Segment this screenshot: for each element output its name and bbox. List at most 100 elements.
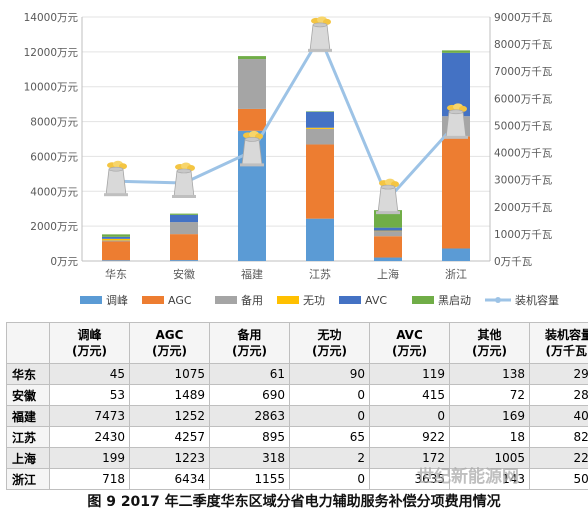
bar-备用 bbox=[238, 59, 266, 109]
left-tick-label: 2000万元 bbox=[30, 221, 78, 233]
plant-icons bbox=[104, 16, 468, 215]
table-cell: 2 bbox=[289, 447, 370, 469]
left-tick-label: 8000万元 bbox=[30, 117, 78, 129]
right-tick-label: 9000万千瓦 bbox=[494, 12, 553, 24]
table-row: 安徽5314896900415722877 bbox=[6, 384, 588, 406]
table-cell: 45 bbox=[49, 363, 130, 385]
bar-AGC bbox=[306, 144, 334, 219]
table-cell: 53 bbox=[49, 384, 130, 406]
table-cell: 1223 bbox=[129, 447, 210, 469]
legend-label: 黑启动 bbox=[438, 294, 471, 307]
legend-swatch bbox=[142, 296, 164, 304]
table-cell: 4257 bbox=[129, 426, 210, 448]
table-header-cell bbox=[6, 322, 50, 364]
cooling-tower-icon bbox=[240, 130, 264, 167]
table-header-cell: 调峰 (万元) bbox=[49, 322, 130, 364]
table-header-cell: 装机容量 (万千瓦) bbox=[529, 322, 588, 364]
bar-黑启动 bbox=[442, 50, 470, 53]
table-cell: 61 bbox=[209, 363, 290, 385]
table-cell: 0 bbox=[289, 384, 370, 406]
legend-label: 调峰 bbox=[106, 294, 128, 307]
bar-无功 bbox=[102, 238, 130, 241]
bar-黑启动 bbox=[374, 210, 402, 228]
table-cell: 138 bbox=[449, 363, 530, 385]
x-tick-label: 上海 bbox=[377, 267, 399, 281]
header-unit: (万元) bbox=[152, 344, 187, 358]
left-tick-label: 0万元 bbox=[50, 256, 78, 268]
bar-调峰 bbox=[442, 248, 470, 261]
table-cell: 690 bbox=[209, 384, 290, 406]
table-cell: 2943 bbox=[529, 363, 588, 385]
table-cell: 169 bbox=[449, 405, 530, 427]
row-label: 安徽 bbox=[6, 384, 50, 406]
row-label: 浙江 bbox=[6, 468, 50, 490]
header-unit: (万元) bbox=[392, 344, 427, 358]
cooling-tower-icon bbox=[308, 16, 332, 52]
table-cell: 65 bbox=[289, 426, 370, 448]
table-cell: 4043 bbox=[529, 405, 588, 427]
legend-swatch bbox=[412, 296, 434, 304]
bar-调峰 bbox=[306, 218, 334, 261]
table-cell: 3635 bbox=[369, 468, 450, 490]
bar-备用 bbox=[102, 240, 130, 242]
row-label: 上海 bbox=[6, 447, 50, 469]
header-unit: (万元) bbox=[472, 344, 507, 358]
table-cell: 5059 bbox=[529, 468, 588, 490]
legend-label: 无功 bbox=[303, 294, 325, 307]
table-cell: 172 bbox=[369, 447, 450, 469]
x-tick-label: 安徽 bbox=[173, 267, 195, 281]
bar-AGC bbox=[102, 241, 130, 261]
legend-label: AGC bbox=[168, 294, 192, 307]
table-cell: 72 bbox=[449, 384, 530, 406]
watermark: 世纪新能源网 bbox=[417, 467, 519, 487]
bar-AGC bbox=[374, 236, 402, 258]
header-title: AVC bbox=[396, 328, 423, 342]
table-row: 华东45107561901191382943 bbox=[6, 363, 588, 385]
table-cell: 8266 bbox=[529, 426, 588, 448]
bar-AGC bbox=[442, 136, 470, 249]
table-cell: 2430 bbox=[49, 426, 130, 448]
header-unit: (万元) bbox=[72, 344, 107, 358]
table-cell: 0 bbox=[289, 405, 370, 427]
table-cell: 895 bbox=[209, 426, 290, 448]
table-cell: 2877 bbox=[529, 384, 588, 406]
header-title: 装机容量 bbox=[544, 328, 588, 342]
data-table: 调峰 (万元) AGC (万元) 备用 (万元) 无功 (万元) AVC (万元) 其他 (万元) 装机… bbox=[6, 322, 588, 490]
header-unit: (万千瓦) bbox=[545, 344, 588, 358]
header-title: 调峰 bbox=[77, 328, 102, 342]
right-tick-label: 8000万千瓦 bbox=[494, 39, 553, 51]
table-cell: 119 bbox=[369, 363, 450, 385]
bar-无功 bbox=[374, 230, 402, 232]
left-tick-label: 14000万元 bbox=[24, 12, 79, 24]
table-row: 浙江71864341155036351435059 bbox=[6, 468, 588, 490]
data-table-wrap: 调峰 (万元) AGC (万元) 备用 (万元) 无功 (万元) AVC (万元) 其他 (万元) 装机… bbox=[6, 322, 588, 490]
table-cell: 7473 bbox=[49, 405, 130, 427]
table-cell: 0 bbox=[289, 468, 370, 490]
table-cell: 90 bbox=[289, 363, 370, 385]
right-tick-label: 4000万千瓦 bbox=[494, 148, 553, 160]
cooling-tower-icon bbox=[376, 178, 400, 215]
bar-黑启动 bbox=[170, 213, 198, 215]
bar-AGC bbox=[238, 108, 266, 131]
bar-备用 bbox=[170, 222, 198, 235]
bar-黑启动 bbox=[238, 56, 266, 60]
bar-AGC bbox=[170, 234, 198, 261]
right-tick-label: 3000万千瓦 bbox=[494, 175, 553, 187]
chart: 0万元 2000万元 4000万元 6000万元 8000万元 10000万元 12000万… bbox=[24, 12, 559, 307]
left-tick-label: 4000万元 bbox=[30, 186, 78, 198]
legend-label: AVC bbox=[365, 294, 387, 307]
bar-无功 bbox=[306, 127, 334, 129]
table-cell: 2282 bbox=[529, 447, 588, 469]
table-cell: 415 bbox=[369, 384, 450, 406]
table-cell: 1252 bbox=[129, 405, 210, 427]
table-cell: 1075 bbox=[129, 363, 210, 385]
bar-series bbox=[102, 50, 470, 261]
bar-调峰 bbox=[170, 260, 198, 261]
legend: 调峰 AGC 备用 无功 AVC 黑启动 装机容量 bbox=[80, 293, 559, 307]
table-header-cell: 无功 (万元) bbox=[289, 322, 370, 364]
row-label: 江苏 bbox=[6, 426, 50, 448]
row-label: 福建 bbox=[6, 405, 50, 427]
table-cell: 0 bbox=[369, 405, 450, 427]
table-header-cell: AGC (万元) bbox=[129, 322, 210, 364]
header-title: 其他 bbox=[477, 328, 502, 342]
